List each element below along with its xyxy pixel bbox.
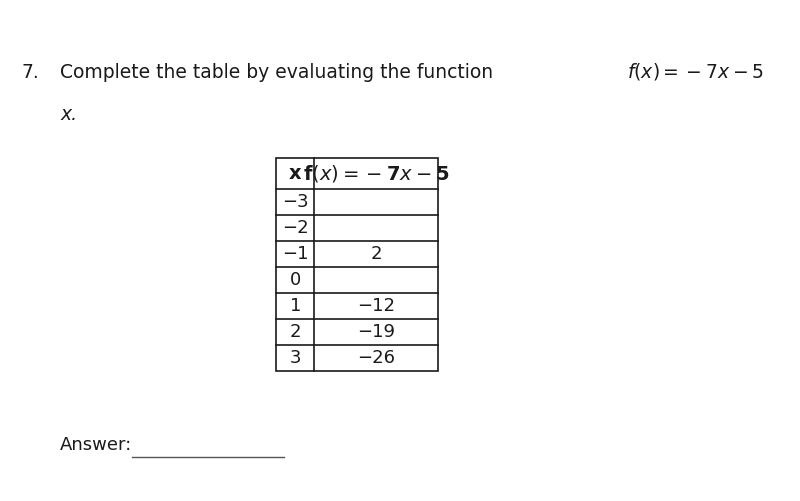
Text: $\mathbf{f}(\mathit{x}) = -\mathbf{7}\mathit{x} - \mathbf{5}$: $\mathbf{f}(\mathit{x}) = -\mathbf{7}\ma… <box>303 163 450 184</box>
Text: 7.: 7. <box>22 63 39 82</box>
Text: −19: −19 <box>358 323 395 341</box>
Text: 1: 1 <box>290 297 301 315</box>
Text: x: x <box>289 164 302 183</box>
Text: Answer:: Answer: <box>60 436 132 454</box>
Text: 2: 2 <box>290 323 301 341</box>
Text: 0: 0 <box>290 271 301 289</box>
Text: 3: 3 <box>290 349 301 367</box>
Text: Complete the table by evaluating the function: Complete the table by evaluating the fun… <box>60 63 499 82</box>
Text: −3: −3 <box>282 193 309 211</box>
Text: −1: −1 <box>282 245 309 263</box>
Text: x.: x. <box>60 105 77 124</box>
Bar <box>276 158 438 371</box>
Text: $f(x) = -7x - 5$: $f(x) = -7x - 5$ <box>626 61 763 82</box>
Text: −2: −2 <box>282 219 309 237</box>
Text: −26: −26 <box>358 349 395 367</box>
Text: 2: 2 <box>370 245 382 263</box>
Text: −12: −12 <box>358 297 395 315</box>
